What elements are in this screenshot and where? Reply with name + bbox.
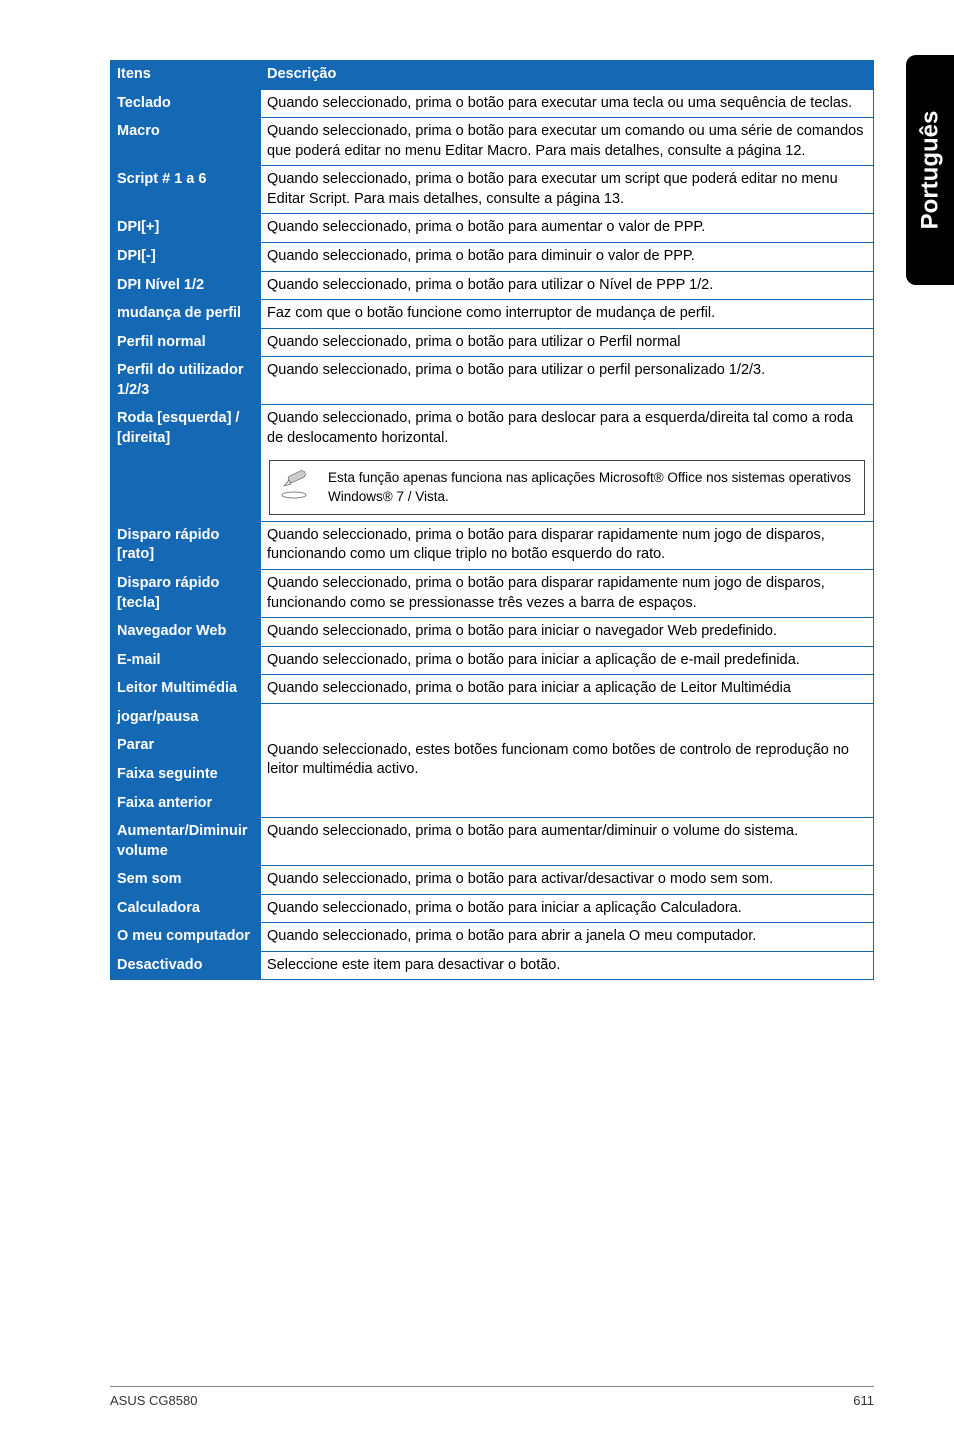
row-desc: Seleccione este item para desactivar o b… (261, 951, 874, 980)
row-label: Perfil normal (111, 328, 261, 357)
table-row: Script # 1 a 6Quando seleccionado, prima… (111, 166, 874, 214)
row-label: Disparo rápido [rato] (111, 521, 261, 569)
row-label: Macro (111, 118, 261, 166)
row-label: Navegador Web (111, 618, 261, 647)
table-row: Disparo rápido [rato]Quando seleccionado… (111, 521, 874, 569)
row-desc: Quando seleccionado, prima o botão para … (261, 405, 874, 522)
language-tab: Português (906, 55, 954, 285)
row-desc: Quando seleccionado, prima o botão para … (261, 675, 874, 704)
table-row: Disparo rápido [tecla]Quando seleccionad… (111, 570, 874, 618)
row-desc: Quando seleccionado, prima o botão para … (261, 818, 874, 866)
footer-right: 611 (853, 1393, 874, 1408)
row-label: Disparo rápido [tecla] (111, 570, 261, 618)
row-label: Script # 1 a 6 (111, 166, 261, 214)
page-content: Itens Descrição TecladoQuando selecciona… (0, 0, 954, 1010)
row-label: Faixa anterior (111, 789, 261, 818)
row-label: jogar/pausa (111, 703, 261, 732)
table-row: jogar/pausaQuando seleccionado, estes bo… (111, 703, 874, 732)
pencil-icon (280, 469, 314, 499)
language-tab-text: Português (916, 111, 944, 230)
note-box: Esta função apenas funciona nas aplicaçõ… (269, 460, 865, 514)
row-label: Teclado (111, 89, 261, 118)
row-desc: Quando seleccionado, prima o botão para … (261, 214, 874, 243)
row-desc: Quando seleccionado, prima o botão para … (261, 166, 874, 214)
table-row: Roda [esquerda] / [direita]Quando selecc… (111, 405, 874, 522)
table-row: MacroQuando seleccionado, prima o botão … (111, 118, 874, 166)
table-row: DPI[+]Quando seleccionado, prima o botão… (111, 214, 874, 243)
options-table: Itens Descrição TecladoQuando selecciona… (110, 60, 874, 980)
row-desc: Quando seleccionado, prima o botão para … (261, 118, 874, 166)
row-label: Desactivado (111, 951, 261, 980)
table-row: Sem somQuando seleccionado, prima o botã… (111, 866, 874, 895)
row-label: Calculadora (111, 894, 261, 923)
page-footer: ASUS CG8580 611 (110, 1386, 874, 1408)
table-row: Aumentar/Diminuir volumeQuando seleccion… (111, 818, 874, 866)
row-desc: Quando seleccionado, prima o botão para … (261, 923, 874, 952)
table-row: TecladoQuando seleccionado, prima o botã… (111, 89, 874, 118)
table-row: Perfil normalQuando seleccionado, prima … (111, 328, 874, 357)
row-desc: Quando seleccionado, prima o botão para … (261, 894, 874, 923)
row-desc: Quando seleccionado, prima o botão para … (261, 618, 874, 647)
row-label: Faixa seguinte (111, 760, 261, 789)
row-desc: Quando seleccionado, prima o botão para … (261, 521, 874, 569)
table-header-row: Itens Descrição (111, 61, 874, 90)
row-desc: Quando seleccionado, estes botões funcio… (261, 703, 874, 817)
table-row: mudança de perfilFaz com que o botão fun… (111, 300, 874, 329)
table-row: Perfil do utilizador 1/2/3Quando selecci… (111, 357, 874, 405)
row-label: Roda [esquerda] / [direita] (111, 405, 261, 522)
row-label: DPI[+] (111, 214, 261, 243)
row-label: Aumentar/Diminuir volume (111, 818, 261, 866)
row-desc: Quando seleccionado, prima o botão para … (261, 357, 874, 405)
row-desc: Quando seleccionado, prima o botão para … (261, 271, 874, 300)
row-label: Sem som (111, 866, 261, 895)
row-desc: Quando seleccionado, prima o botão para … (261, 89, 874, 118)
row-desc: Faz com que o botão funcione como interr… (261, 300, 874, 329)
table-row: E-mailQuando seleccionado, prima o botão… (111, 646, 874, 675)
table-row: CalculadoraQuando seleccionado, prima o … (111, 894, 874, 923)
row-label: mudança de perfil (111, 300, 261, 329)
table-row: Navegador WebQuando seleccionado, prima … (111, 618, 874, 647)
row-label: Perfil do utilizador 1/2/3 (111, 357, 261, 405)
row-label: DPI[-] (111, 242, 261, 271)
footer-left: ASUS CG8580 (110, 1393, 197, 1408)
row-desc: Quando seleccionado, prima o botão para … (261, 646, 874, 675)
row-label: Parar (111, 732, 261, 761)
table-row: DesactivadoSeleccione este item para des… (111, 951, 874, 980)
header-itens: Itens (111, 61, 261, 90)
table-row: O meu computadorQuando seleccionado, pri… (111, 923, 874, 952)
table-row: DPI[-]Quando seleccionado, prima o botão… (111, 242, 874, 271)
header-descricao: Descrição (261, 61, 874, 90)
row-label: DPI Nível 1/2 (111, 271, 261, 300)
row-desc: Quando seleccionado, prima o botão para … (261, 328, 874, 357)
row-label: O meu computador (111, 923, 261, 952)
row-desc: Quando seleccionado, prima o botão para … (261, 570, 874, 618)
table-row: Leitor MultimédiaQuando seleccionado, pr… (111, 675, 874, 704)
row-desc: Quando seleccionado, prima o botão para … (261, 242, 874, 271)
row-label: Leitor Multimédia (111, 675, 261, 704)
row-desc: Quando seleccionado, prima o botão para … (261, 866, 874, 895)
row-desc-text: Quando seleccionado, prima o botão para … (267, 409, 867, 448)
row-label: E-mail (111, 646, 261, 675)
note-text: Esta função apenas funciona nas aplicaçõ… (328, 469, 854, 505)
table-row: DPI Nível 1/2Quando seleccionado, prima … (111, 271, 874, 300)
